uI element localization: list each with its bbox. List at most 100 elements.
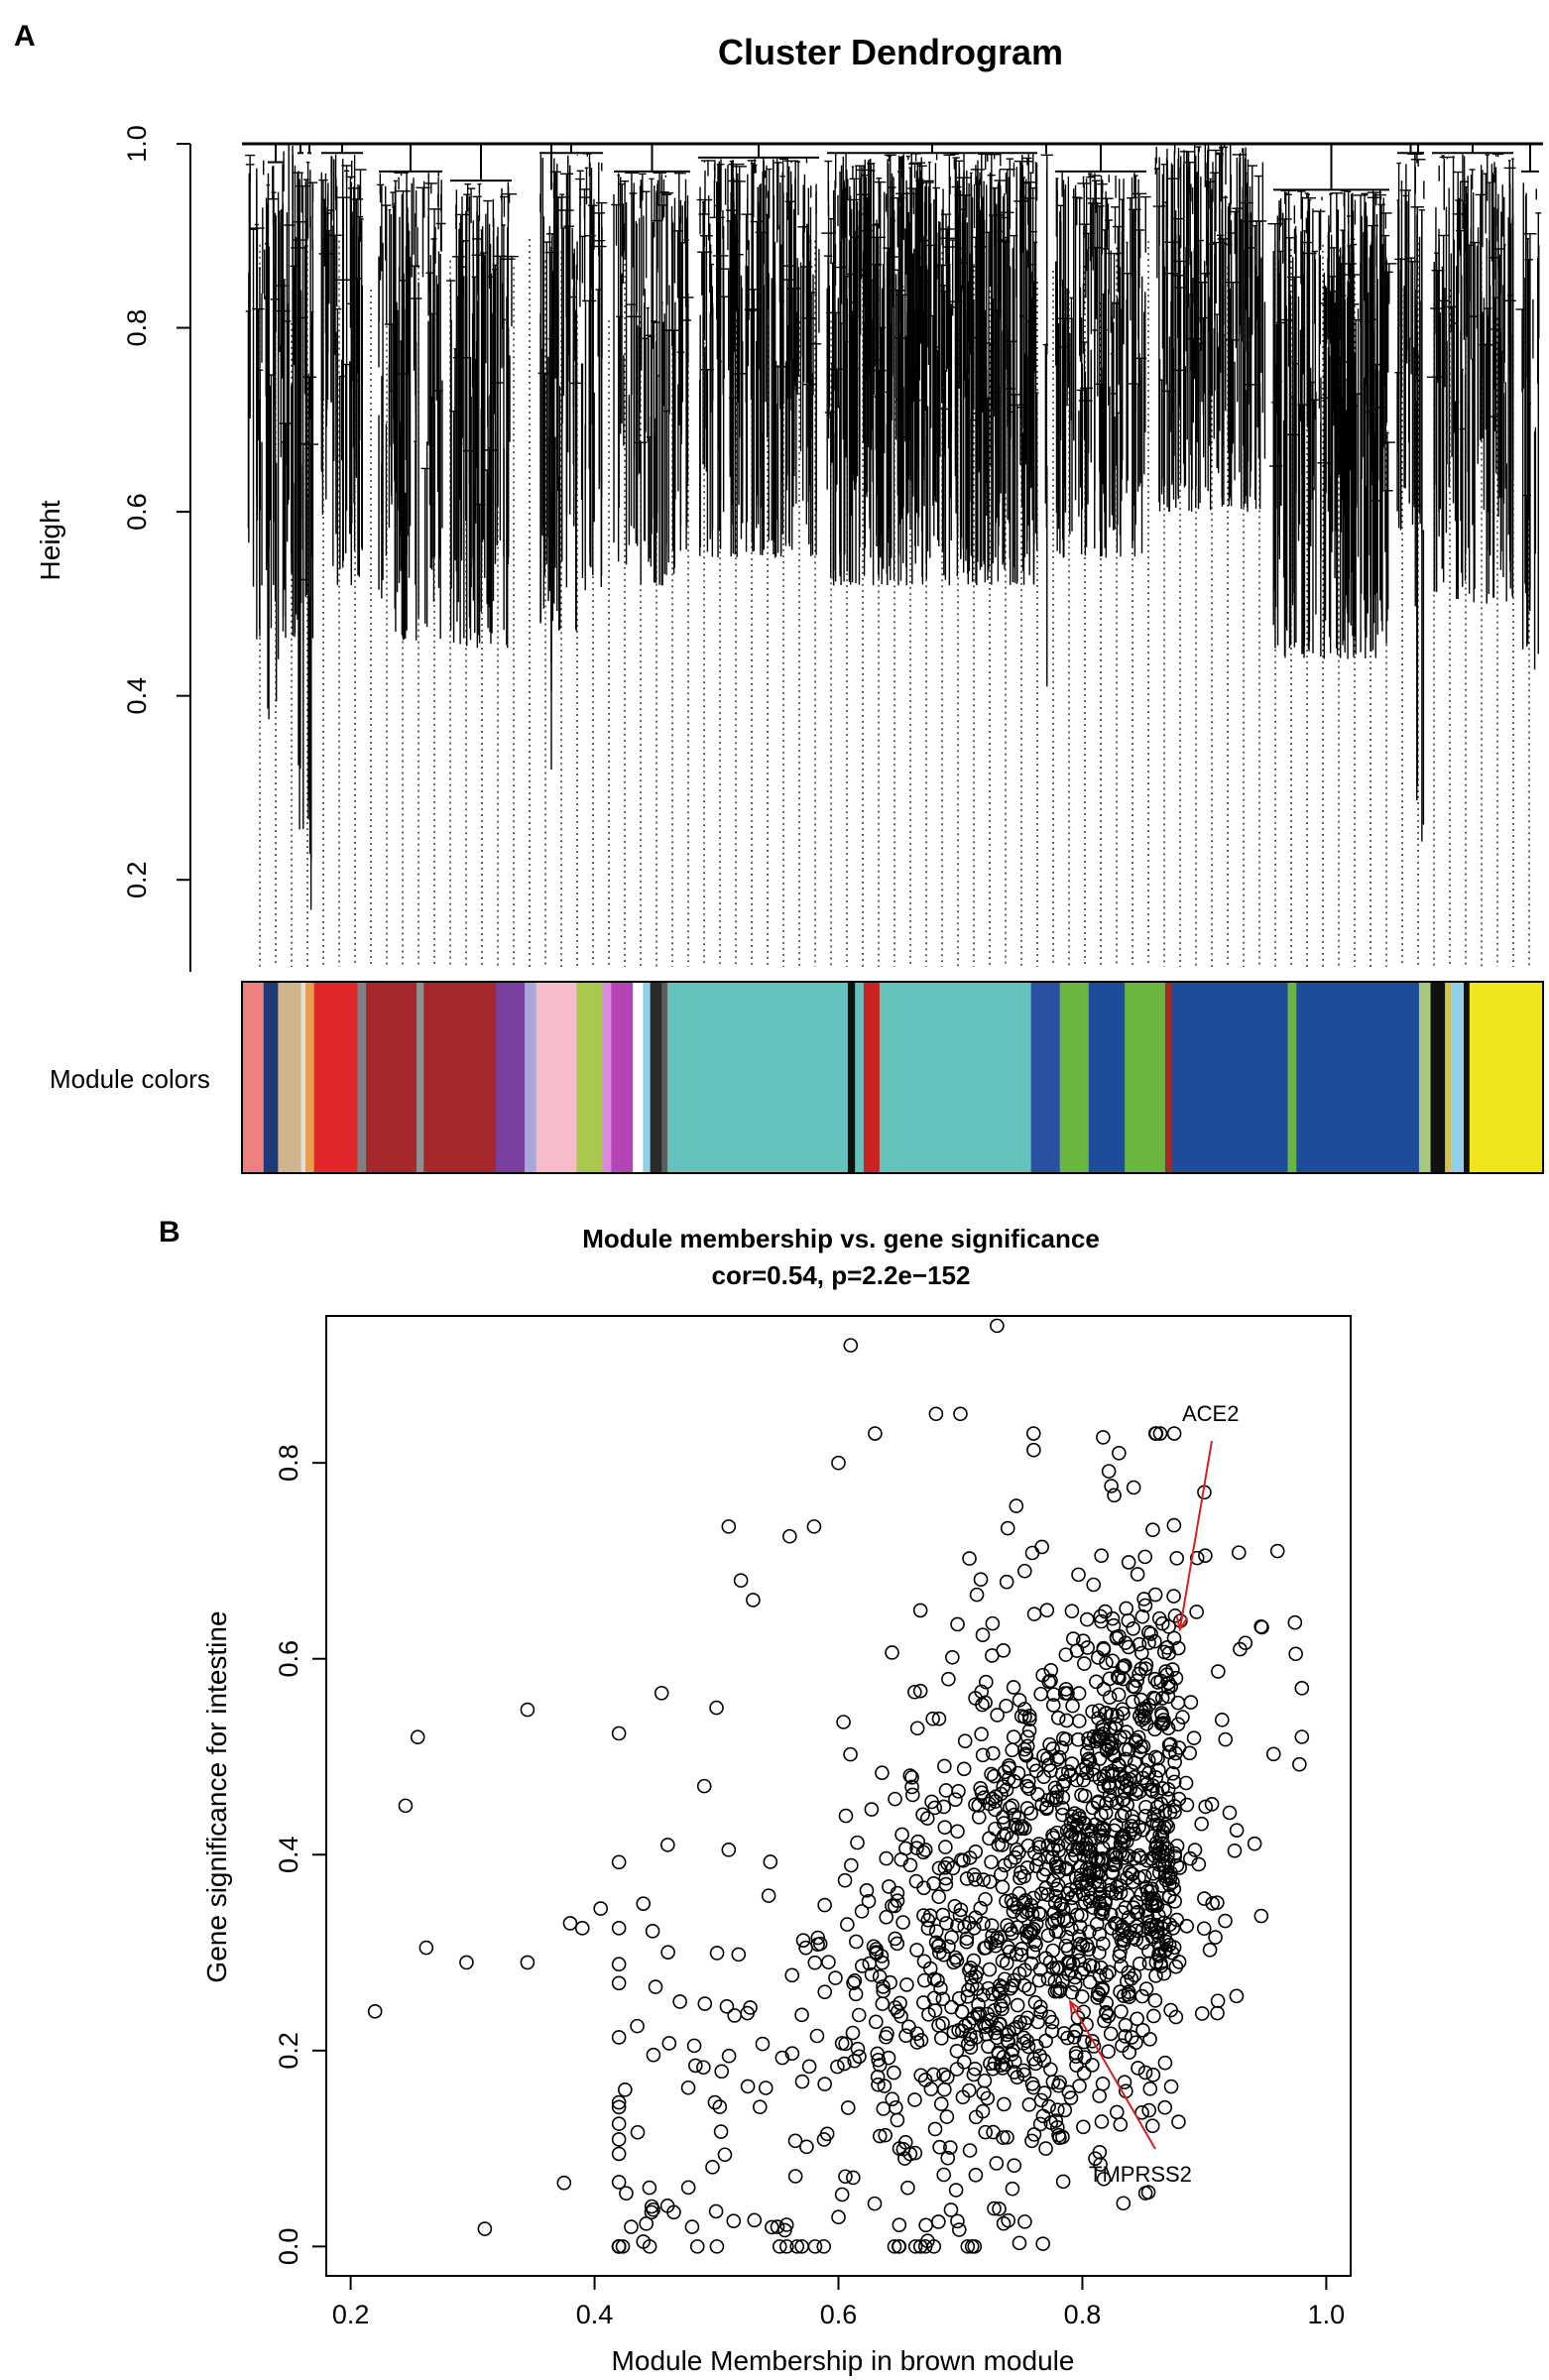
module-color-segment — [263, 982, 279, 1173]
scatter-point — [1115, 1905, 1130, 1920]
scatter-point — [1050, 2102, 1065, 2117]
scatter-point — [910, 1834, 925, 1849]
scatter-point — [1148, 1968, 1163, 1983]
module-color-segment — [1450, 982, 1465, 1173]
scatter-point — [969, 1587, 985, 1603]
scatter-point — [845, 2025, 861, 2041]
scatter-point — [1137, 2065, 1153, 2081]
scatter-point — [844, 1857, 859, 1873]
scatter-point — [1095, 2076, 1111, 2091]
panel-b-letter: B — [159, 1216, 180, 1249]
scatter-point — [1017, 1563, 1032, 1579]
scatter-point — [918, 2217, 933, 2233]
scatter-point — [982, 1874, 998, 1889]
scatter-point — [894, 1851, 909, 1867]
scatter-point — [1160, 1680, 1176, 1695]
scatter-point — [991, 2046, 1007, 2062]
scatter-point — [611, 1726, 627, 1741]
scatter-point — [916, 1972, 932, 1988]
scatter-y-tick-label: 0.8 — [274, 1444, 303, 1482]
scatter-point — [1113, 1885, 1129, 1900]
scatter-point — [930, 1939, 946, 1954]
scatter-point — [881, 2050, 896, 2066]
scatter-point — [1024, 2076, 1040, 2091]
scatter-point — [968, 1872, 984, 1887]
scatter-point — [1099, 1796, 1114, 1811]
scatter-x-tick-label: 1.0 — [1308, 2300, 1346, 2329]
scatter-point — [1121, 1555, 1136, 1570]
scatter-point — [1036, 1748, 1051, 1763]
scatter-point — [520, 1702, 536, 1718]
scatter-point — [615, 2239, 631, 2254]
scatter-point — [917, 2073, 933, 2087]
scatter-point — [1076, 1962, 1092, 1976]
module-color-segment — [855, 982, 865, 1173]
scatter-point — [1071, 1953, 1087, 1968]
scatter-point — [1019, 2010, 1035, 2026]
scatter-point — [1139, 1908, 1155, 1924]
scatter-point — [1144, 2118, 1160, 2134]
scatter-point — [1062, 1882, 1078, 1897]
scatter-point — [828, 1970, 843, 1985]
scatter-point — [894, 1827, 909, 1843]
scatter-point — [963, 2040, 979, 2055]
scatter-point — [654, 1685, 669, 1701]
scatter-point — [1166, 1881, 1182, 1897]
scatter-point — [1033, 1886, 1049, 1902]
scatter-point — [976, 2085, 992, 2101]
scatter-point — [926, 2239, 942, 2254]
scatter-point — [872, 2128, 888, 2144]
scatter-point — [1017, 1893, 1033, 1908]
scatter-point — [855, 1959, 870, 1973]
scatter-point — [1154, 1691, 1170, 1706]
scatter-point — [1021, 1781, 1037, 1797]
scatter-point — [949, 1953, 965, 1968]
scatter-point — [960, 2239, 976, 2254]
scatter-point — [968, 1844, 984, 1859]
scatter-point — [660, 1838, 675, 1852]
scatter-point — [1152, 1426, 1168, 1441]
scatter-point — [721, 1843, 737, 1857]
scatter-point — [1063, 1899, 1079, 1915]
scatter-point — [831, 2209, 846, 2225]
scatter-point — [1134, 1608, 1150, 1624]
scatter-point — [1118, 2029, 1132, 2044]
panel-b: B Module membership vs. gene significanc… — [159, 1216, 1352, 2376]
scatter-point — [1094, 2114, 1110, 2129]
scatter-point — [984, 1854, 999, 1870]
scatter-point — [1056, 2026, 1072, 2041]
scatter-point — [810, 1930, 826, 1946]
dendrogram-y-tick-label: 0.4 — [122, 677, 152, 715]
scatter-point — [1038, 1861, 1053, 1877]
scatter-point — [1048, 2113, 1064, 2128]
scatter-point — [1077, 1656, 1092, 1671]
scatter-point — [982, 1962, 998, 1977]
scatter-point — [684, 2219, 700, 2234]
scatter-point — [1059, 1713, 1074, 1728]
scatter-point — [1194, 1816, 1209, 1832]
scatter-point — [1016, 2067, 1032, 2082]
scatter-point — [1072, 1919, 1088, 1935]
scatter-point — [1076, 2066, 1092, 2081]
scatter-point — [1043, 1673, 1058, 1689]
scatter-point — [1055, 1902, 1071, 1917]
scatter-point — [836, 1715, 851, 1729]
scatter-point — [1008, 1817, 1023, 1833]
scatter-point — [1017, 2214, 1032, 2229]
scatter-point — [459, 1955, 474, 1970]
scatter-point — [1067, 1806, 1082, 1822]
scatter-point — [933, 1980, 948, 1996]
scatter-point — [1210, 1993, 1226, 2009]
scatter-point — [1126, 1679, 1140, 1694]
scatter-point — [917, 2239, 933, 2254]
ace2-annotation: ACE2 — [1175, 1401, 1239, 1632]
scatter-point — [938, 1840, 953, 1854]
scatter-point — [846, 2170, 861, 2186]
scatter-point — [1143, 1917, 1158, 1933]
scatter-point — [1036, 2085, 1052, 2100]
scatter-point — [1218, 1913, 1233, 1929]
scatter-point — [1005, 1798, 1020, 1814]
scatter-point — [1253, 1908, 1269, 1924]
scatter-point — [611, 1957, 627, 1972]
scatter-point — [931, 2214, 946, 2229]
